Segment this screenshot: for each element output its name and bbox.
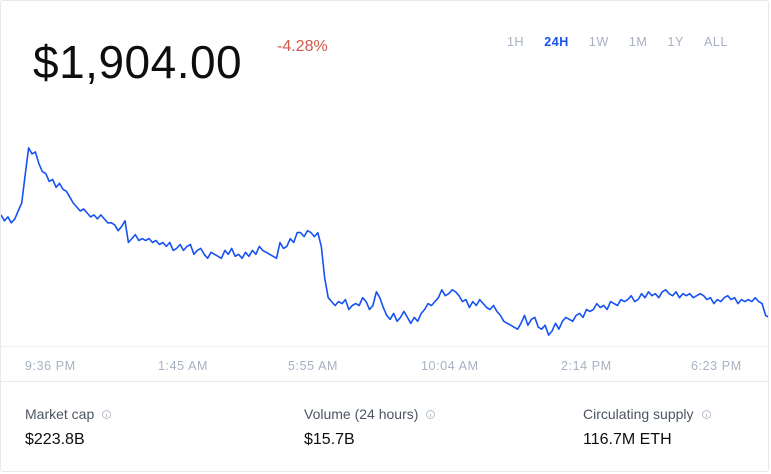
range-1y[interactable]: 1Y bbox=[667, 35, 684, 49]
stat-value: $15.7B bbox=[304, 431, 355, 448]
chart-axis-divider bbox=[1, 346, 768, 347]
range-24h[interactable]: 24H bbox=[544, 35, 569, 49]
time-range-selector: 1H 24H 1W 1M 1Y ALL bbox=[487, 35, 728, 49]
x-tick-label: 1:45 AM bbox=[158, 359, 209, 373]
price-change-percent: -4.28% bbox=[277, 38, 328, 55]
range-all[interactable]: ALL bbox=[703, 35, 728, 49]
x-tick-label: 5:55 AM bbox=[288, 359, 339, 373]
price-series-line bbox=[1, 147, 768, 336]
range-1m[interactable]: 1M bbox=[628, 35, 648, 49]
x-tick-label: 10:04 AM bbox=[421, 359, 479, 373]
stat-market-cap: Market cap $223.8B bbox=[25, 406, 112, 449]
range-1h[interactable]: 1H bbox=[507, 35, 525, 49]
stat-label: Volume (24 hours) bbox=[304, 406, 419, 422]
current-price: $1,904.00 bbox=[33, 36, 243, 88]
stat-label: Market cap bbox=[25, 406, 95, 422]
info-icon[interactable] bbox=[701, 409, 711, 419]
stat-value: 116.7M ETH bbox=[583, 431, 672, 448]
stat-circulating-supply: Circulating supply 116.7M ETH bbox=[583, 406, 711, 449]
info-icon[interactable] bbox=[426, 409, 436, 419]
stat-label: Circulating supply bbox=[583, 406, 694, 422]
stat-value: $223.8B bbox=[25, 431, 85, 448]
range-1w[interactable]: 1W bbox=[588, 35, 609, 49]
x-tick-label: 6:23 PM bbox=[691, 359, 742, 373]
stats-divider bbox=[1, 381, 768, 382]
x-tick-label: 2:14 PM bbox=[561, 359, 612, 373]
x-tick-label: 9:36 PM bbox=[25, 359, 76, 373]
info-icon[interactable] bbox=[102, 409, 112, 419]
stat-volume: Volume (24 hours) $15.7B bbox=[304, 406, 436, 449]
price-line-chart[interactable] bbox=[1, 1, 769, 346]
